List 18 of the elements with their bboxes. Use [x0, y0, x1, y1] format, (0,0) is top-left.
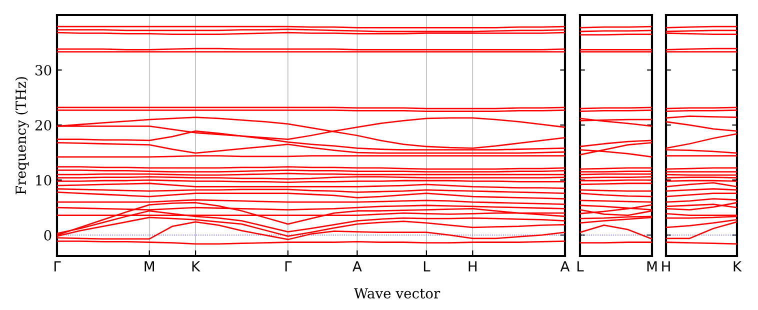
- y-axis-title: Frequency (THz): [15, 77, 29, 194]
- x-tick-label: K: [192, 261, 200, 272]
- x-tick-label: Γ: [285, 261, 292, 272]
- x-tick-label: A: [352, 261, 362, 272]
- y-tick-label: 10: [36, 175, 52, 186]
- x-tick-label: Γ: [54, 261, 61, 272]
- x-tick-label: H: [468, 261, 476, 272]
- x-axis-title: Wave vector: [354, 288, 440, 299]
- x-tick-label: H: [662, 261, 670, 272]
- x-tick-label: L: [424, 261, 430, 272]
- y-tick-label: 20: [35, 120, 52, 131]
- y-tick-label: 0: [44, 230, 52, 241]
- x-tick-label: M: [647, 261, 657, 272]
- y-tick-label: 30: [36, 64, 52, 76]
- x-tick-label: A: [560, 261, 570, 272]
- x-tick-label: M: [144, 261, 154, 272]
- x-tick-label: L: [577, 261, 584, 272]
- x-tick-label: K: [734, 261, 742, 272]
